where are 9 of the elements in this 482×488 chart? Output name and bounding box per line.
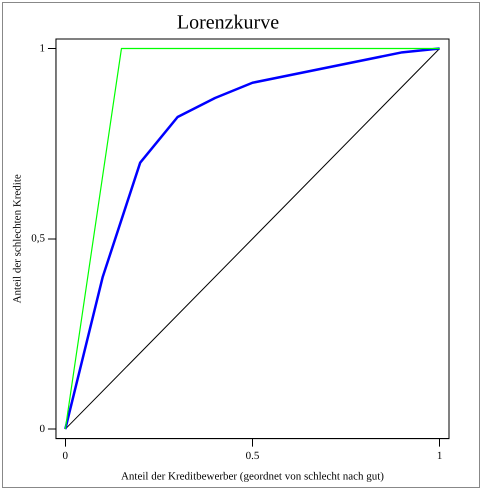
y-axis-title: Anteil der schlechten Kredite bbox=[11, 174, 24, 304]
y-tick-label: 0 bbox=[39, 422, 46, 435]
x-axis-title: Anteil der Kreditbewerber (geordnet von schlecht nach gut) bbox=[120, 470, 384, 482]
chart-title: Lorenzkurve bbox=[176, 11, 280, 34]
x-tick-label: 0 bbox=[62, 450, 69, 462]
x-tick-label: 0.5 bbox=[246, 450, 260, 462]
y-tick-label: 1 bbox=[39, 42, 45, 54]
x-tick-label: 1 bbox=[436, 450, 442, 462]
y-tick-label: 0,5 bbox=[31, 232, 46, 245]
